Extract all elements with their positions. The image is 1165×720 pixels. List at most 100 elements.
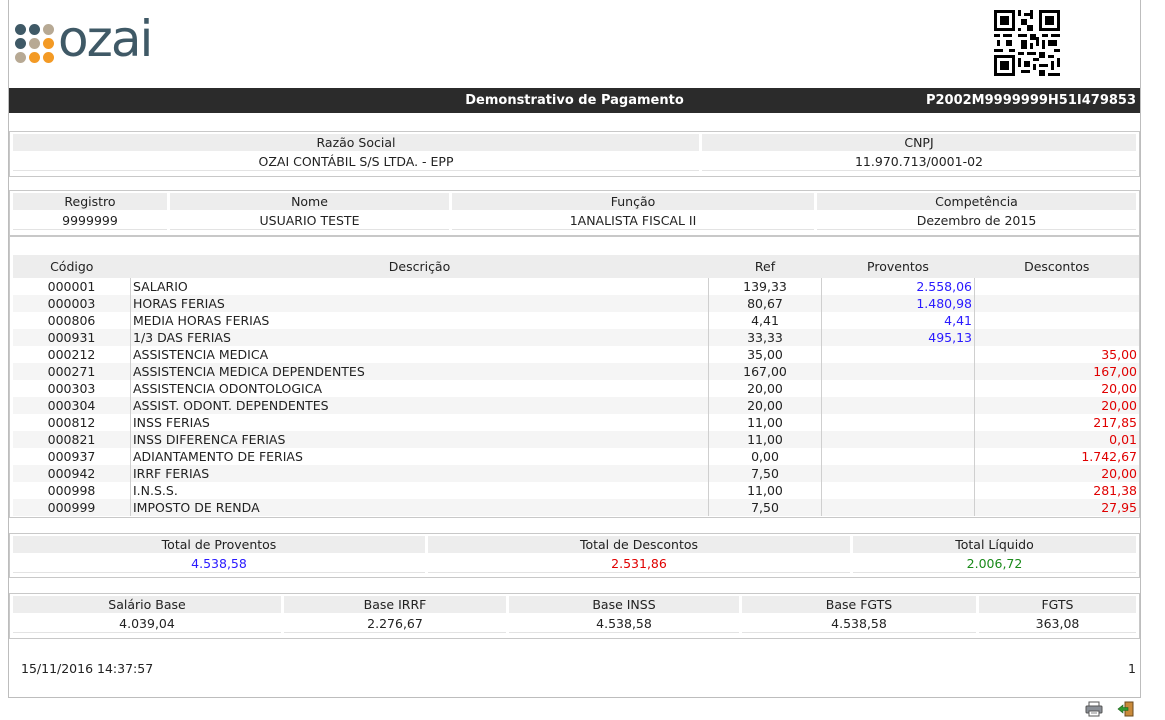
item-description: INSS DIFERENCA FERIAS	[130, 431, 709, 448]
employee-registro: 9999999	[13, 212, 167, 230]
item-descontos: 20,00	[974, 380, 1139, 397]
header-funcao: Função	[452, 193, 814, 210]
item-code: 000806	[47, 313, 96, 328]
employee-box: Registro Nome Função Competência 9999999…	[9, 190, 1140, 236]
item-proventos	[821, 346, 975, 363]
total-proventos: 4.538,58	[13, 555, 425, 573]
header-registro: Registro	[13, 193, 167, 210]
item-description: INSS FERIAS	[130, 414, 709, 431]
bases-box: Salário Base Base IRRF Base INSS Base FG…	[9, 593, 1140, 639]
item-descontos: 20,00	[974, 397, 1139, 414]
company-name: OZAI CONTÁBIL S/S LTDA. - EPP	[13, 153, 699, 171]
item-proventos	[821, 465, 975, 482]
item-proventos	[821, 380, 975, 397]
item-descontos: 0,01	[974, 431, 1139, 448]
table-row: 000812 INSS FERIAS 11,00 217,85	[13, 414, 1139, 431]
item-proventos	[821, 431, 975, 448]
item-proventos	[821, 482, 975, 499]
employee-nome: USUARIO TESTE	[170, 212, 449, 230]
item-description: ASSISTENCIA MEDICA DEPENDENTES	[130, 363, 709, 380]
items-body: 000001 SALARIO 139,33 2.558,06 000003 HORAS F…	[13, 278, 1139, 516]
bases-table: Salário Base Base IRRF Base INSS Base FG…	[10, 594, 1139, 635]
table-row: 000942 IRRF FERIAS 7,50 20,00	[13, 465, 1139, 482]
item-ref: 20,00	[708, 397, 822, 414]
item-proventos: 1.480,98	[821, 295, 975, 312]
table-row: 000001 SALARIO 139,33 2.558,06	[13, 278, 1139, 295]
header-codigo: Código	[13, 255, 131, 278]
employee-competencia: Dezembro de 2015	[817, 212, 1136, 230]
item-descontos	[974, 329, 1139, 346]
item-descontos: 27,95	[974, 499, 1139, 516]
item-code: 000931	[13, 329, 131, 346]
header-descricao: Descrição	[130, 255, 709, 278]
item-descontos	[974, 312, 1139, 329]
item-descontos: 35,00	[974, 346, 1139, 363]
document-frame	[8, 0, 1141, 698]
total-liquido: 2.006,72	[853, 555, 1136, 573]
document-code: P2002M9999999H51I479853	[925, 93, 1136, 108]
header-total-descontos: Total de Descontos	[428, 536, 850, 553]
item-descontos: 167,00	[974, 363, 1139, 380]
table-row: 000271 ASSISTENCIA MEDICA DEPENDENTES 167,…	[13, 363, 1139, 380]
item-ref: 139,33	[708, 278, 822, 295]
item-ref: 33,33	[708, 329, 822, 346]
qr-code-icon	[994, 10, 1060, 76]
item-descontos: 281,38	[974, 482, 1139, 499]
header-base-irrf: Base IRRF	[284, 596, 506, 613]
item-ref: 0,00	[708, 448, 822, 465]
document-title: Demonstrativo de Pagamento	[465, 93, 684, 108]
document-header: ozai	[9, 0, 1140, 88]
item-descontos: 20,00	[974, 465, 1139, 482]
item-description: ASSISTENCIA ODONTOLOGICA	[130, 380, 709, 397]
item-code: 000942	[13, 465, 131, 482]
header-ref: Ref	[708, 255, 822, 278]
logo-dots	[15, 23, 54, 63]
item-descontos	[974, 278, 1139, 295]
item-proventos	[821, 397, 975, 414]
item-description: ASSISTENCIA MEDICA	[130, 346, 709, 363]
item-descontos	[974, 295, 1139, 312]
header-base-fgts: Base FGTS	[742, 596, 976, 613]
item-code: 000271	[13, 363, 131, 380]
item-description: I.N.S.S.	[130, 482, 709, 499]
item-ref: 80,67	[708, 295, 822, 312]
company-box: Razão Social CNPJ OZAI CONTÁBIL S/S LTDA…	[9, 131, 1140, 177]
item-ref: 7,50	[708, 465, 822, 482]
total-descontos: 2.531,86	[428, 555, 850, 573]
item-ref: 7,50	[708, 499, 822, 516]
document-titlebar: Demonstrativo de Pagamento P2002M9999999…	[9, 88, 1140, 113]
header-descontos: Descontos	[974, 255, 1139, 278]
item-code: 000304	[13, 397, 131, 414]
header-total-proventos: Total de Proventos	[13, 536, 425, 553]
table-row: 000003 HORAS FERIAS 80,67 1.480,98	[13, 295, 1139, 312]
item-code: 000821	[13, 431, 131, 448]
item-proventos: 4,41	[821, 312, 975, 329]
header-base-inss: Base INSS	[509, 596, 739, 613]
fgts: 363,08	[979, 615, 1136, 633]
items-table: Código Descrição Ref Proventos Descontos…	[13, 255, 1139, 516]
item-code: 000999	[13, 499, 131, 516]
company-logo: ozai	[15, 14, 153, 68]
item-proventos	[821, 363, 975, 380]
header-nome: Nome	[170, 193, 449, 210]
page-number: 1	[1128, 661, 1136, 676]
item-description: IMPOSTO DE RENDA	[130, 499, 709, 516]
item-ref: 4,41	[708, 312, 822, 329]
table-row: 000304 ASSIST. ODONT. DEPENDENTES 20,00 20,…	[13, 397, 1139, 414]
exit-door-icon[interactable]	[1117, 701, 1135, 717]
item-ref: 35,00	[708, 346, 822, 363]
item-proventos	[821, 499, 975, 516]
table-row: 000303 ASSISTENCIA ODONTOLOGICA 20,00 20,00	[13, 380, 1139, 397]
item-proventos: 495,13	[821, 329, 975, 346]
item-description: HORAS FERIAS	[130, 295, 709, 312]
item-code: 000001	[47, 279, 96, 294]
employee-table: Registro Nome Função Competência 9999999…	[10, 191, 1139, 232]
item-ref: 167,00	[708, 363, 822, 380]
company-table: Razão Social CNPJ OZAI CONTÁBIL S/S LTDA…	[10, 132, 1139, 173]
items-box: Código Descrição Ref Proventos Descontos…	[9, 236, 1140, 518]
item-description: IRRF FERIAS	[130, 465, 709, 482]
item-descontos: 217,85	[974, 414, 1139, 431]
item-description: ADIANTAMENTO DE FERIAS	[130, 448, 709, 465]
printer-icon[interactable]	[1085, 701, 1103, 717]
item-code: 000812	[47, 415, 96, 430]
